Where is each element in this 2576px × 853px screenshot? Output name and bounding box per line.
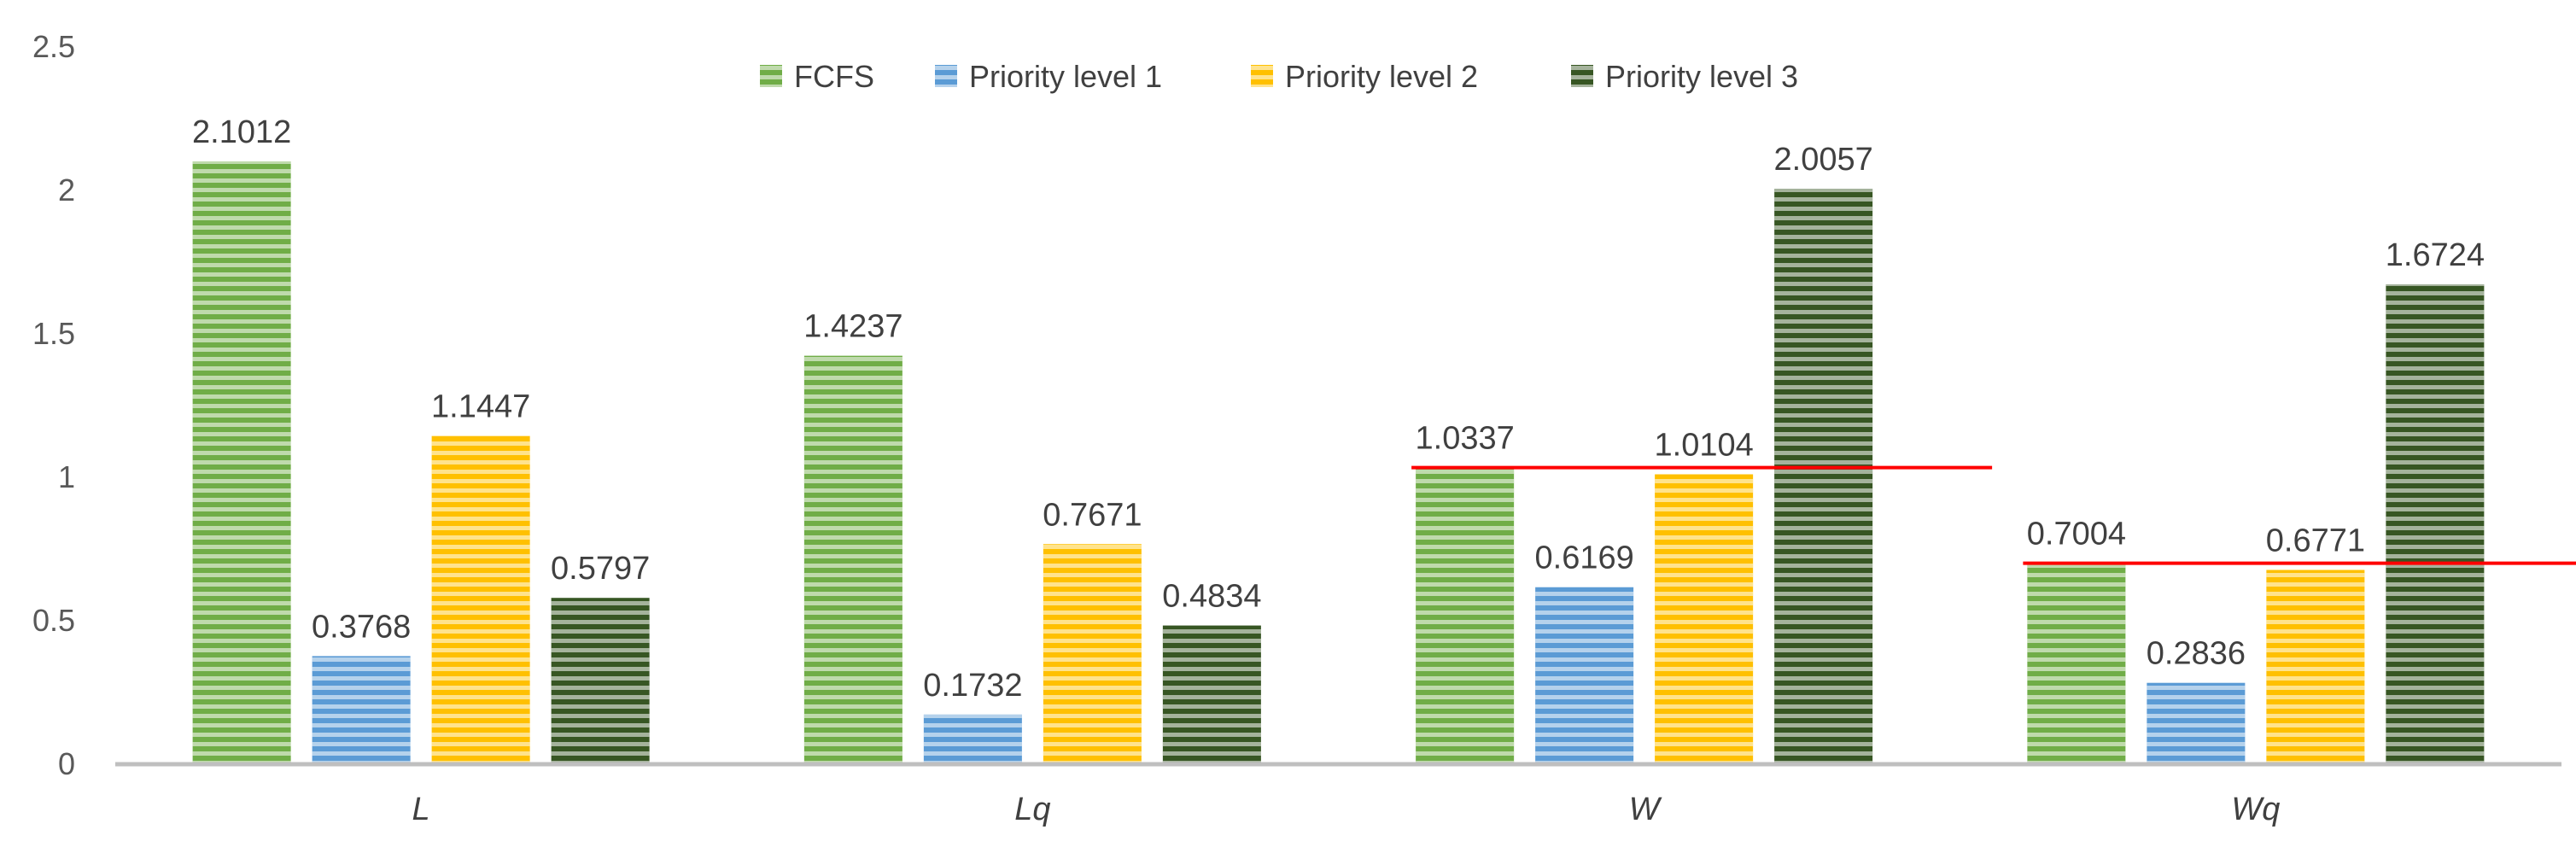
bar-stripe-overlay bbox=[803, 355, 902, 764]
bar-stripe-overlay bbox=[1162, 625, 1261, 764]
bar-stripe-overlay bbox=[2027, 563, 2126, 764]
bar-stripe-overlay bbox=[1655, 474, 1754, 764]
bar-stripe-overlay bbox=[1774, 189, 1873, 765]
bar-stripe-overlay bbox=[551, 598, 650, 764]
bar-stripe-overlay bbox=[1535, 587, 1634, 764]
data-label: 1.6724 bbox=[2386, 237, 2485, 273]
data-label: 0.6169 bbox=[1535, 540, 1634, 576]
legend-label: Priority level 1 bbox=[969, 59, 1162, 94]
data-label: 0.1732 bbox=[923, 668, 1022, 704]
y-tick-label: 2.5 bbox=[32, 29, 75, 64]
bar-stripe-overlay bbox=[312, 656, 411, 764]
legend-swatch-stripe bbox=[760, 65, 782, 87]
legend-swatch-stripe bbox=[1251, 65, 1273, 87]
y-tick-label: 1.5 bbox=[32, 316, 75, 351]
data-label: 1.0337 bbox=[1416, 421, 1515, 457]
y-axis: 0 0.5 1 1.5 2 2.5 bbox=[32, 29, 75, 781]
category-label: Wq bbox=[2231, 792, 2280, 827]
category-label: W bbox=[1629, 792, 1662, 827]
bar-stripe-overlay bbox=[431, 435, 530, 764]
reference-lines bbox=[1411, 465, 2576, 565]
data-label: 0.7671 bbox=[1043, 497, 1142, 533]
y-tick-label: 1 bbox=[58, 459, 75, 494]
data-label: 0.3768 bbox=[312, 609, 411, 645]
data-label: 2.1012 bbox=[192, 114, 291, 150]
bar-stripe-overlay bbox=[1043, 544, 1142, 764]
data-label: 1.4237 bbox=[803, 309, 902, 345]
data-label: 1.0104 bbox=[1655, 428, 1754, 464]
data-label: 1.1447 bbox=[431, 389, 530, 424]
data-label: 0.7004 bbox=[2027, 517, 2126, 552]
bar-stripe-overlay bbox=[1416, 467, 1515, 764]
legend: FCFS Priority level 1 Priority level 2 Prio… bbox=[760, 59, 1798, 94]
category-label: L bbox=[412, 792, 430, 827]
data-label: 2.0057 bbox=[1774, 142, 1873, 178]
x-axis: L Lq W Wq bbox=[412, 792, 2281, 827]
bar-stripe-overlay bbox=[2147, 682, 2246, 764]
y-tick-label: 0 bbox=[58, 746, 75, 781]
y-tick-label: 0.5 bbox=[32, 603, 75, 638]
data-label: 0.6771 bbox=[2266, 523, 2365, 558]
data-label: 0.2836 bbox=[2147, 636, 2246, 672]
legend-label: FCFS bbox=[794, 59, 874, 94]
legend-swatch-stripe bbox=[935, 65, 957, 87]
data-label: 0.4834 bbox=[1162, 579, 1261, 615]
legend-label: Priority level 3 bbox=[1605, 59, 1798, 94]
bar-stripe-overlay bbox=[2386, 284, 2485, 764]
legend-label: Priority level 2 bbox=[1285, 59, 1478, 94]
category-label: Lq bbox=[1014, 792, 1050, 827]
data-label: 0.5797 bbox=[551, 551, 650, 587]
bar-stripe-overlay bbox=[2266, 570, 2365, 764]
bars: 2.1012 0.3768 1.1447 0.5797 1.4237 0.1732 0.76… bbox=[192, 114, 2485, 765]
legend-swatch-stripe bbox=[1571, 65, 1593, 87]
bar-stripe-overlay bbox=[192, 161, 291, 764]
y-tick-label: 2 bbox=[58, 172, 75, 207]
bar-stripe-overlay bbox=[923, 714, 1022, 764]
